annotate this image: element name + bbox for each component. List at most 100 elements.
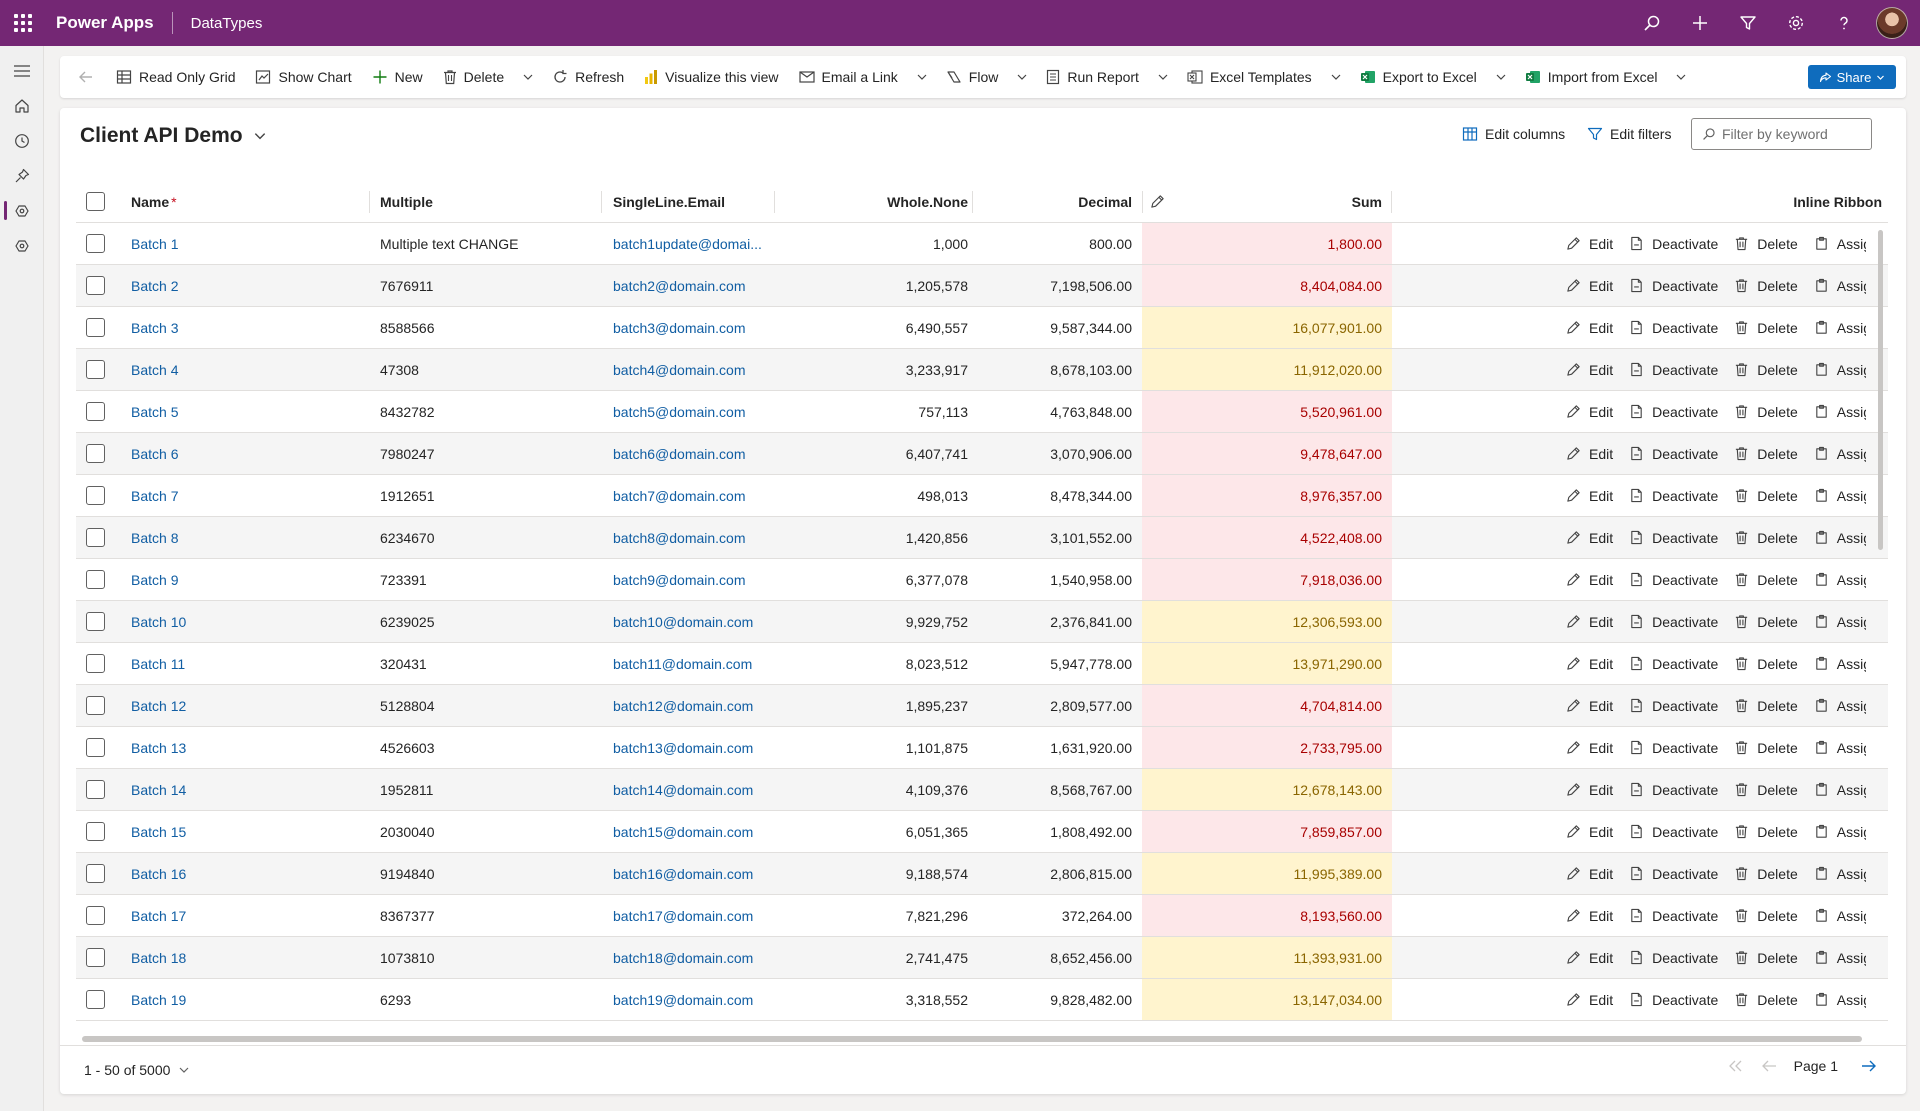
assign-row-button[interactable]: Assign <box>1814 488 1866 504</box>
deactivate-row-button[interactable]: Deactivate <box>1629 530 1718 546</box>
email-link-dropdown[interactable] <box>908 56 936 98</box>
row-checkbox[interactable] <box>86 318 105 337</box>
app-launcher-button[interactable] <box>0 0 46 46</box>
delete-row-button[interactable]: Delete <box>1734 488 1798 504</box>
record-name-link[interactable]: Batch 4 <box>131 361 179 378</box>
delete-row-button[interactable]: Delete <box>1734 950 1798 966</box>
filter-keyword-input[interactable]: Filter by keyword <box>1691 118 1872 150</box>
delete-row-button[interactable]: Delete <box>1734 908 1798 924</box>
assign-row-button[interactable]: Assign <box>1814 236 1866 252</box>
table-row[interactable]: Batch 11 320431 batch11@domain.com 8,023,51… <box>76 643 1888 685</box>
deactivate-row-button[interactable]: Deactivate <box>1629 572 1718 588</box>
deactivate-row-button[interactable]: Deactivate <box>1629 446 1718 462</box>
more-delete-dropdown[interactable] <box>514 56 542 98</box>
record-name-link[interactable]: Batch 8 <box>131 529 179 546</box>
assign-row-button[interactable]: Assign <box>1814 320 1866 336</box>
nav-entity[interactable] <box>0 228 44 263</box>
row-checkbox[interactable] <box>86 696 105 715</box>
table-row[interactable]: Batch 6 7980247 batch6@domain.com 6,407,741… <box>76 433 1888 475</box>
delete-row-button[interactable]: Delete <box>1734 362 1798 378</box>
email-link[interactable]: batch11@domain.com <box>613 655 753 672</box>
edit-row-button[interactable]: Edit <box>1566 530 1613 546</box>
help-button[interactable] <box>1820 0 1868 46</box>
table-row[interactable]: Batch 7 1912651 batch7@domain.com 498,013 8,… <box>76 475 1888 517</box>
edit-filters-button[interactable]: Edit filters <box>1587 126 1671 142</box>
edit-row-button[interactable]: Edit <box>1566 824 1613 840</box>
edit-row-button[interactable]: Edit <box>1566 362 1613 378</box>
edit-row-button[interactable]: Edit <box>1566 656 1613 672</box>
email-link[interactable]: batch12@domain.com <box>613 697 754 714</box>
delete-row-button[interactable]: Delete <box>1734 446 1798 462</box>
row-checkbox[interactable] <box>86 444 105 463</box>
user-avatar[interactable] <box>1876 7 1908 39</box>
assign-row-button[interactable]: Assign <box>1814 446 1866 462</box>
record-name-link[interactable]: Batch 15 <box>131 823 187 840</box>
select-all-checkbox[interactable] <box>86 192 105 211</box>
deactivate-row-button[interactable]: Deactivate <box>1629 950 1718 966</box>
table-row[interactable]: Batch 19 6293 batch19@domain.com 3,318,552 9… <box>76 979 1888 1021</box>
record-name-link[interactable]: Batch 11 <box>131 655 186 672</box>
email-link[interactable]: batch18@domain.com <box>613 949 754 966</box>
row-checkbox[interactable] <box>86 906 105 925</box>
row-checkbox[interactable] <box>86 654 105 673</box>
edit-row-button[interactable]: Edit <box>1566 950 1613 966</box>
nav-home[interactable] <box>0 88 44 123</box>
column-divider[interactable] <box>1142 191 1143 213</box>
edit-columns-button[interactable]: Edit columns <box>1462 126 1565 142</box>
record-name-link[interactable]: Batch 18 <box>131 949 187 966</box>
column-divider[interactable] <box>972 191 973 213</box>
delete-button[interactable]: Delete <box>433 56 514 98</box>
email-link[interactable]: batch5@domain.com <box>613 403 746 420</box>
record-name-link[interactable]: Batch 12 <box>131 697 187 714</box>
environment-name[interactable]: DataTypes <box>190 14 263 32</box>
table-row[interactable]: Batch 1 Multiple text CHANGE batch1update@… <box>76 223 1888 265</box>
row-checkbox[interactable] <box>86 486 105 505</box>
run-report-button[interactable]: Run Report <box>1036 56 1149 98</box>
excel-templates-button[interactable]: Excel Templates <box>1177 56 1322 98</box>
column-divider[interactable] <box>774 191 775 213</box>
flow-dropdown[interactable] <box>1008 56 1036 98</box>
delete-row-button[interactable]: Delete <box>1734 992 1798 1008</box>
row-checkbox[interactable] <box>86 570 105 589</box>
row-checkbox[interactable] <box>86 276 105 295</box>
deactivate-row-button[interactable]: Deactivate <box>1629 824 1718 840</box>
new-button[interactable] <box>1676 0 1724 46</box>
previous-page-icon[interactable] <box>1760 1058 1778 1074</box>
delete-row-button[interactable]: Delete <box>1734 782 1798 798</box>
table-row[interactable]: Batch 17 8367377 batch17@domain.com 7,821,2… <box>76 895 1888 937</box>
edit-row-button[interactable]: Edit <box>1566 866 1613 882</box>
show-chart-button[interactable]: Show Chart <box>245 56 361 98</box>
edit-row-button[interactable]: Edit <box>1566 404 1613 420</box>
delete-row-button[interactable]: Delete <box>1734 656 1798 672</box>
email-link[interactable]: batch6@domain.com <box>613 445 746 462</box>
settings-button[interactable] <box>1772 0 1820 46</box>
delete-row-button[interactable]: Delete <box>1734 320 1798 336</box>
record-count-selector[interactable]: 1 - 50 of 5000 <box>84 1062 190 1078</box>
assign-row-button[interactable]: Assign <box>1814 866 1866 882</box>
table-row[interactable]: Batch 13 4526603 batch13@domain.com 1,101,8… <box>76 727 1888 769</box>
delete-row-button[interactable]: Delete <box>1734 278 1798 294</box>
table-row[interactable]: Batch 18 1073810 batch18@domain.com 2,741,4… <box>76 937 1888 979</box>
new-record-button[interactable]: New <box>362 56 433 98</box>
column-divider[interactable] <box>369 191 370 213</box>
assign-row-button[interactable]: Assign <box>1814 530 1866 546</box>
edit-row-button[interactable]: Edit <box>1566 782 1613 798</box>
row-checkbox[interactable] <box>86 948 105 967</box>
record-name-link[interactable]: Batch 6 <box>131 445 179 462</box>
edit-row-button[interactable]: Edit <box>1566 740 1613 756</box>
email-link[interactable]: batch10@domain.com <box>613 613 754 630</box>
edit-row-button[interactable]: Edit <box>1566 446 1613 462</box>
column-divider[interactable] <box>1391 191 1392 213</box>
assign-row-button[interactable]: Assign <box>1814 782 1866 798</box>
table-row[interactable]: Batch 5 8432782 batch5@domain.com 757,113 4,… <box>76 391 1888 433</box>
edit-row-button[interactable]: Edit <box>1566 908 1613 924</box>
assign-row-button[interactable]: Assign <box>1814 740 1866 756</box>
import-excel-button[interactable]: Import from Excel <box>1515 56 1668 98</box>
excel-templates-dropdown[interactable] <box>1322 56 1350 98</box>
assign-row-button[interactable]: Assign <box>1814 824 1866 840</box>
share-button[interactable]: Share <box>1808 65 1896 89</box>
delete-row-button[interactable]: Delete <box>1734 236 1798 252</box>
record-name-link[interactable]: Batch 17 <box>131 907 187 924</box>
nav-toggle-button[interactable] <box>0 53 44 88</box>
table-row[interactable]: Batch 14 1952811 batch14@domain.com 4,109,3… <box>76 769 1888 811</box>
